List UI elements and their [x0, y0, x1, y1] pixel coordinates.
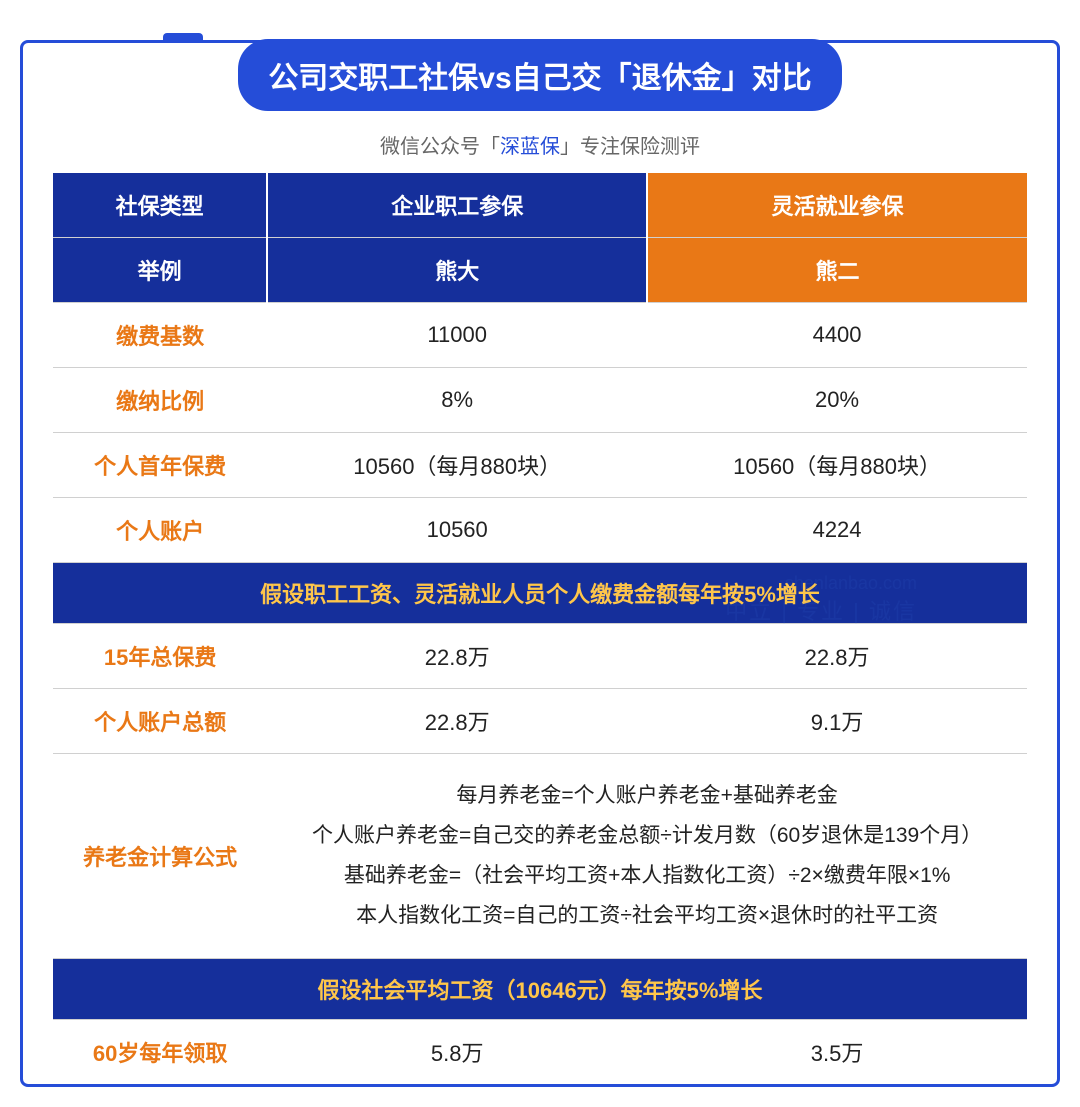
label-receive: 60岁每年领取 [53, 1019, 267, 1084]
label-acct: 个人账户 [53, 498, 267, 563]
val-base-c3: 4400 [647, 303, 1027, 368]
title-text: 公司交职工社保vs自己交「退休金」对比 [268, 62, 811, 95]
val-receive-c2: 5.8万 [267, 1019, 647, 1084]
row-formula: 养老金计算公式 每月养老金=个人账户养老金+基础养老金 个人账户养老金=自己交的… [53, 754, 1027, 959]
label-base: 缴费基数 [53, 303, 267, 368]
assume1-text: 假设职工工资、灵活就业人员个人缴费金额每年按5%增长 [53, 563, 1027, 624]
label-accttot: 个人账户总额 [53, 689, 267, 754]
hdr-bear1: 熊大 [267, 238, 647, 303]
subtitle-suffix: 」专注保险测评 [560, 136, 700, 158]
formula-line-2: 基础养老金=（社会平均工资+本人指数化工资）÷2×缴费年限×1% [277, 856, 1017, 896]
val-first-c3: 10560（每月880块） [647, 433, 1027, 498]
hdr-type: 社保类型 [53, 173, 267, 238]
formula-line-0: 每月养老金=个人账户养老金+基础养老金 [277, 776, 1017, 816]
section-assume1: 假设职工工资、灵活就业人员个人缴费金额每年按5%增长 [53, 563, 1027, 624]
val-first-c2: 10560（每月880块） [267, 433, 647, 498]
val-total15-c2: 22.8万 [267, 624, 647, 689]
label-formula: 养老金计算公式 [53, 754, 267, 959]
subtitle-brand: 深蓝保 [500, 136, 560, 158]
formula-line-1: 个人账户养老金=自己交的养老金总额÷计发月数（60岁退休是139个月） [277, 816, 1017, 856]
comparison-table: 社保类型 企业职工参保 灵活就业参保 举例 熊大 熊二 缴费基数 11000 4… [53, 173, 1027, 1084]
val-total15-c3: 22.8万 [647, 624, 1027, 689]
val-receive-c3: 3.5万 [647, 1019, 1027, 1084]
subtitle: 微信公众号「深蓝保」专注保险测评 [23, 112, 1057, 173]
row-base: 缴费基数 11000 4400 [53, 303, 1027, 368]
subtitle-prefix: 微信公众号「 [380, 136, 500, 158]
row-acct: 个人账户 10560 4224 [53, 498, 1027, 563]
hdr-example: 举例 [53, 238, 267, 303]
val-base-c2: 11000 [267, 303, 647, 368]
header-row-1: 社保类型 企业职工参保 灵活就业参保 [53, 173, 1027, 238]
header-row-2: 举例 熊大 熊二 [53, 238, 1027, 303]
val-ratio-c2: 8% [267, 368, 647, 433]
row-total15: 15年总保费 22.8万 22.8万 [53, 624, 1027, 689]
hdr-bear2: 熊二 [647, 238, 1027, 303]
val-acct-c2: 10560 [267, 498, 647, 563]
val-ratio-c3: 20% [647, 368, 1027, 433]
val-acct-c3: 4224 [647, 498, 1027, 563]
row-accttot: 个人账户总额 22.8万 9.1万 [53, 689, 1027, 754]
val-accttot-c3: 9.1万 [647, 689, 1027, 754]
formula-line-3: 本人指数化工资=自己的工资÷社会平均工资×退休时的社平工资 [277, 896, 1017, 936]
formula-body: 每月养老金=个人账户养老金+基础养老金 个人账户养老金=自己交的养老金总额÷计发… [267, 754, 1027, 959]
row-ratio: 缴纳比例 8% 20% [53, 368, 1027, 433]
section-assume2: 假设社会平均工资（10646元）每年按5%增长 [53, 958, 1027, 1019]
label-first: 个人首年保费 [53, 433, 267, 498]
assume2-text: 假设社会平均工资（10646元）每年按5%增长 [53, 958, 1027, 1019]
row-first: 个人首年保费 10560（每月880块） 10560（每月880块） [53, 433, 1027, 498]
table-container: 社保类型 企业职工参保 灵活就业参保 举例 熊大 熊二 缴费基数 11000 4… [23, 173, 1057, 1084]
hdr-enterprise: 企业职工参保 [267, 173, 647, 238]
comparison-card: 公司交职工社保vs自己交「退休金」对比 微信公众号「深蓝保」专注保险测评 she… [20, 40, 1060, 1087]
title-banner: 公司交职工社保vs自己交「退休金」对比 [238, 39, 841, 111]
label-ratio: 缴纳比例 [53, 368, 267, 433]
val-accttot-c2: 22.8万 [267, 689, 647, 754]
row-receive: 60岁每年领取 5.8万 3.5万 [53, 1019, 1027, 1084]
hdr-flexible: 灵活就业参保 [647, 173, 1027, 238]
label-total15: 15年总保费 [53, 624, 267, 689]
tab-notch-decoration [163, 33, 203, 43]
